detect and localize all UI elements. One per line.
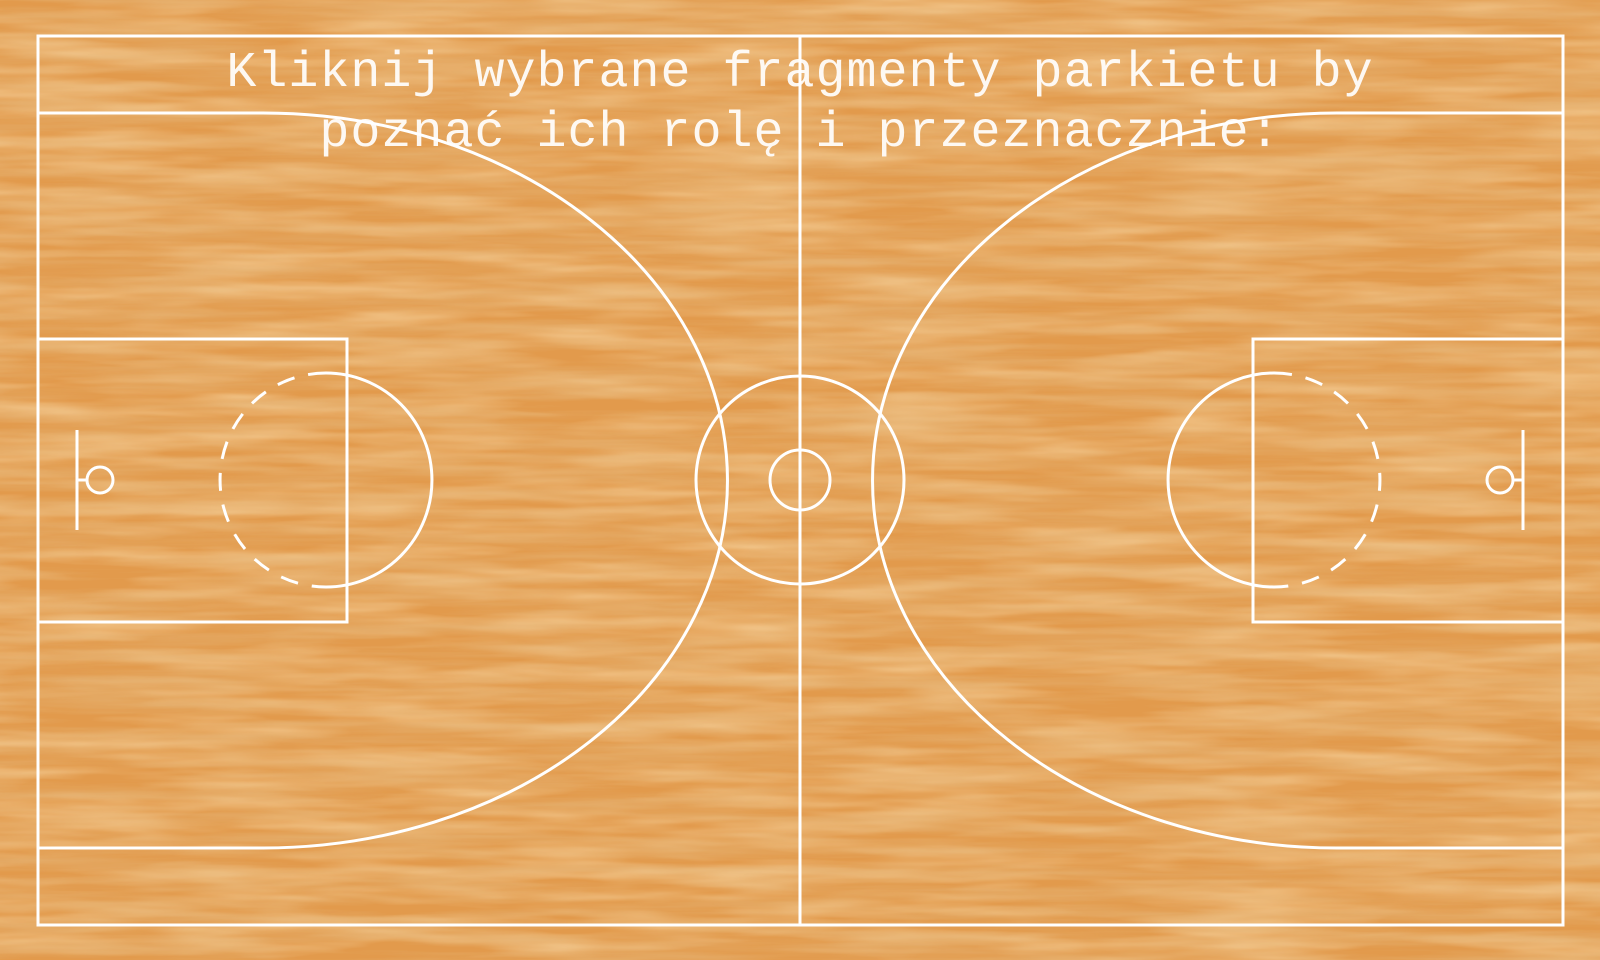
right-restricted-area[interactable] xyxy=(1251,337,1563,624)
left-basket[interactable] xyxy=(75,430,115,530)
right-basket[interactable] xyxy=(1485,430,1525,530)
center-circle[interactable] xyxy=(694,374,906,586)
left-three-point-line[interactable] xyxy=(38,111,729,850)
left-free-throw-circle[interactable] xyxy=(218,371,434,589)
right-free-throw-circle[interactable] xyxy=(1166,371,1382,589)
left-restricted-area[interactable] xyxy=(38,337,349,624)
right-three-point-line[interactable] xyxy=(871,111,1563,850)
